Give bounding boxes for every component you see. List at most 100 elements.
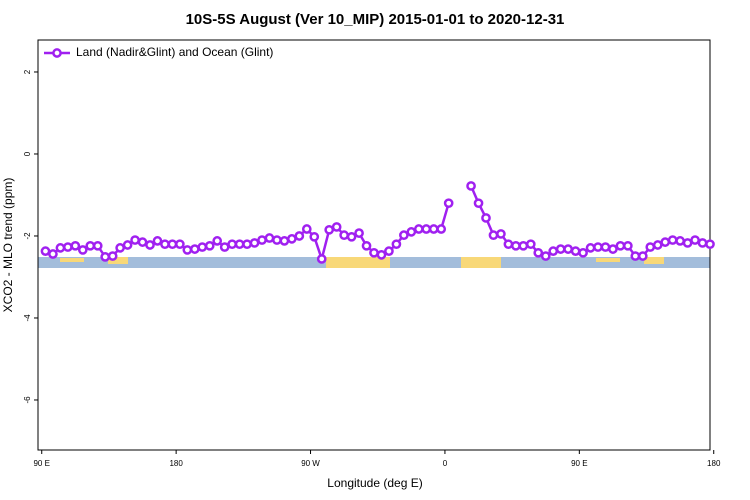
data-point xyxy=(682,238,693,248)
data-point xyxy=(540,251,551,261)
data-point xyxy=(406,227,417,237)
x-tick-label: 180 xyxy=(707,459,721,468)
data-point xyxy=(361,240,372,251)
data-point xyxy=(152,236,163,246)
data-point xyxy=(309,231,320,242)
data-point xyxy=(623,240,633,251)
data-point xyxy=(182,245,193,255)
data-point xyxy=(413,224,424,234)
data-point xyxy=(525,239,536,250)
data-point xyxy=(48,249,58,259)
data-point xyxy=(92,240,103,251)
data-point xyxy=(70,240,81,251)
data-point xyxy=(652,240,663,250)
data-point xyxy=(77,245,88,255)
data-point xyxy=(570,246,581,256)
data-point xyxy=(257,235,267,245)
data-point xyxy=(197,242,208,252)
y-tick-label: -2 xyxy=(23,232,32,240)
data-point xyxy=(421,224,432,234)
data-point xyxy=(473,198,484,209)
map-band xyxy=(38,257,710,268)
data-point xyxy=(503,239,514,250)
data-point xyxy=(563,244,573,254)
data-point xyxy=(167,239,178,250)
data-point xyxy=(249,238,260,248)
data-point xyxy=(175,239,185,250)
data-point xyxy=(287,234,297,244)
data-point xyxy=(272,235,282,245)
data-point xyxy=(705,239,715,250)
data-point xyxy=(600,242,611,252)
data-point xyxy=(204,240,215,251)
x-axis-label: Longitude (deg E) xyxy=(327,476,422,490)
data-point xyxy=(85,240,96,251)
data-point xyxy=(40,246,51,256)
data-point xyxy=(294,231,305,241)
data-point xyxy=(346,231,357,242)
data-point xyxy=(137,237,148,247)
data-point xyxy=(369,247,379,258)
data-point xyxy=(264,233,275,243)
data-point xyxy=(145,240,155,250)
data-point xyxy=(339,230,349,241)
data-point xyxy=(234,239,245,250)
data-point xyxy=(675,236,685,246)
data-point xyxy=(219,242,230,252)
data-point xyxy=(615,240,626,251)
chart-title: 10S-5S August (Ver 10_MIP) 2015-01-01 to… xyxy=(186,11,565,28)
data-point xyxy=(488,230,499,241)
data-point xyxy=(578,247,588,258)
data-point xyxy=(555,244,566,254)
data-point xyxy=(436,224,447,234)
data-point xyxy=(160,239,170,250)
y-tick-label: -4 xyxy=(23,314,32,322)
data-point xyxy=(55,243,66,253)
data-point xyxy=(189,244,200,254)
data-point xyxy=(279,236,290,246)
data-point xyxy=(130,235,140,245)
data-point xyxy=(585,243,596,253)
data-point xyxy=(637,251,648,261)
data-point xyxy=(466,181,476,191)
data-point xyxy=(63,242,73,252)
x-tick-label: 90 W xyxy=(301,459,320,468)
data-point xyxy=(660,237,671,247)
data-point xyxy=(496,229,506,239)
data-point xyxy=(122,240,133,250)
data-point xyxy=(443,198,454,209)
data-point xyxy=(316,254,327,264)
data-point xyxy=(227,239,237,250)
data-point xyxy=(645,242,656,252)
data-point xyxy=(301,224,312,234)
data-point xyxy=(630,251,641,261)
data-point xyxy=(697,238,708,248)
x-tick-label: 90 E xyxy=(33,459,49,468)
data-point xyxy=(533,247,544,258)
data-point xyxy=(608,244,618,254)
y-tick-label: -6 xyxy=(23,396,32,404)
data-point xyxy=(107,251,118,261)
data-point xyxy=(593,242,603,252)
data-point xyxy=(399,230,409,241)
data-point xyxy=(324,224,335,235)
data-point xyxy=(548,246,559,256)
data-point xyxy=(354,228,364,238)
data-point xyxy=(481,213,491,223)
x-tick-label: 180 xyxy=(169,459,183,468)
data-point xyxy=(100,252,111,262)
data-point xyxy=(391,239,402,250)
y-tick-label: 2 xyxy=(23,69,32,74)
data-point xyxy=(242,239,252,250)
data-point xyxy=(518,240,529,251)
data-point xyxy=(690,235,700,245)
data-point xyxy=(667,235,678,245)
data-point xyxy=(376,249,387,260)
x-tick-label: 0 xyxy=(443,459,448,468)
data-point xyxy=(511,240,521,251)
legend-label: Land (Nadir&Glint) and Ocean (Glint) xyxy=(76,45,273,59)
data-point xyxy=(212,236,223,246)
x-tick-label: 90 E xyxy=(571,459,587,468)
legend-marker xyxy=(52,48,62,58)
data-point xyxy=(384,246,394,256)
